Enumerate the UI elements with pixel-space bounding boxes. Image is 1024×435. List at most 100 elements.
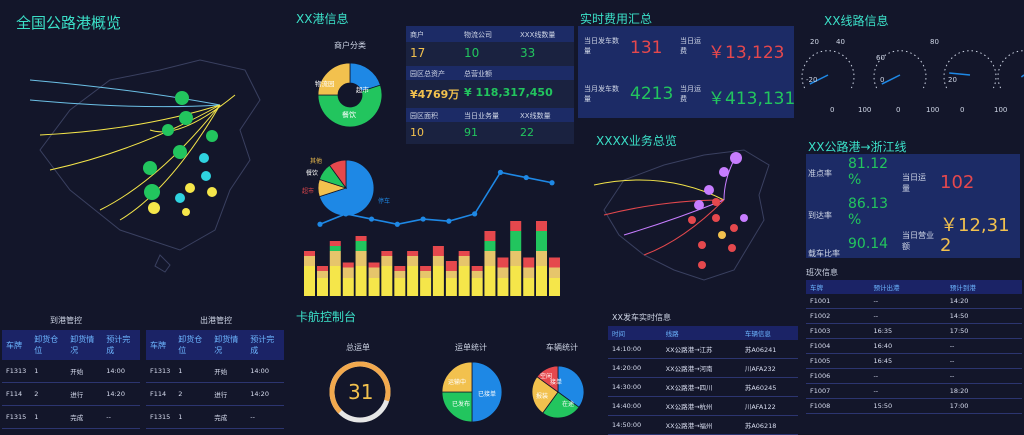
table-row[interactable]: 14:10:00 XX公路港→江苏 苏A06241 (608, 340, 798, 359)
arrive-cell: F1315 (6, 413, 27, 421)
table-row[interactable]: F1008 15:50 17:00 (806, 399, 1022, 414)
depart-cell: 1 (178, 367, 183, 375)
realtime-cell: 川AFA232 (744, 365, 776, 373)
waybill-label-accepted: 已接单 (478, 390, 496, 398)
schedule-col-1: 预计出港 (873, 284, 900, 292)
table-row[interactable]: F114 2 进行 14:20 (2, 383, 140, 406)
stat-label-xx-lines: XX线数量 (520, 112, 551, 120)
arrive-cell: F1313 (6, 367, 27, 375)
vehicle-label-route: 在途 (562, 400, 574, 408)
merchant-label-canyin: 餐饮 (342, 111, 356, 119)
table-row[interactable]: F114 2 进行 14:20 (146, 383, 284, 406)
biz-label-other: 其他 (310, 158, 323, 165)
realtime-table: 时间 线路 车辆信息 14:10:00 XX公路港→江苏 苏A06241 14:20:00 X… (608, 326, 798, 435)
stack-bar-b-7-1 (497, 267, 509, 278)
waybill-label-transit: 运输中 (448, 378, 466, 386)
table-row[interactable]: F1006 -- -- (806, 369, 1022, 384)
stack-bar-b-3-0 (394, 278, 406, 296)
depart-header: 车牌 卸货仓位 卸货情况 预计完成 (146, 330, 284, 360)
stat-value-revenue: ¥ 118,317,450 (464, 86, 553, 99)
waybill-stat-title: 运单统计 (455, 343, 487, 352)
depart-cell: 开始 (214, 368, 228, 376)
depart-control-title: 出港管控 (200, 316, 232, 325)
stack-bar-7-3 (484, 231, 496, 241)
stack-bar-8-2 (510, 231, 522, 251)
china-map-right (593, 149, 770, 281)
table-row[interactable]: F1001 -- 14:20 (806, 294, 1022, 309)
route-stats-panel: 准点率 81.12 % 到达率 86.13 % 载车比率 90.14 当日运量 … (806, 154, 1020, 258)
depart-table: 车牌 卸货仓位 卸货情况 预计完成 F1313 1 开始 14:00 F114 2 进行 14:20 F… (146, 330, 284, 430)
table-row[interactable]: F1313 1 开始 14:00 (146, 360, 284, 383)
stat-value-area: 10 (410, 126, 424, 139)
line-point-6 (472, 211, 478, 217)
stack-bar-b-3-2 (394, 266, 406, 271)
stack-bar-b-5-2 (445, 261, 457, 271)
line-point-8 (523, 174, 529, 181)
gauge-tick-80: 80 (930, 38, 939, 46)
table-row[interactable]: F1007 -- 18:20 (806, 384, 1022, 399)
stack-bar-b-1-2 (342, 262, 354, 268)
realtime-col-2: 车辆信息 (744, 330, 771, 338)
page-title: 全国公路港概览 (16, 14, 122, 32)
gauge-tick-0c: 0 (896, 106, 900, 114)
table-row[interactable]: F1005 16:45 -- (806, 354, 1022, 369)
table-row[interactable]: F1313 1 开始 14:00 (2, 360, 140, 383)
schedule-cell: F1007 (810, 387, 831, 395)
stack-bar-8-1 (510, 251, 522, 266)
biz-pie-slice-3 (328, 159, 347, 190)
vehicle-pie-slice-1 (542, 391, 580, 419)
table-row[interactable]: F1003 16:35 17:50 (806, 324, 1022, 339)
merchant-pie-slice-2 (317, 62, 351, 96)
table-row[interactable]: F1315 1 完成 -- (2, 406, 140, 429)
biz-label-chaoshi: 超市 (302, 188, 315, 195)
schedule-table: 车牌 预计出港 预计到港 F1001 -- 14:20 F1002 -- 14:50 F1003 1… (806, 280, 1022, 433)
stack-bar-b-0-2 (317, 266, 328, 271)
stack-bar-0-3 (304, 251, 315, 256)
stack-bar-b-4-0 (420, 278, 432, 296)
arrive-cell: F114 (6, 390, 23, 398)
schedule-cell: 16:45 (873, 357, 893, 365)
stack-bar-9-1 (536, 251, 547, 266)
punctual-value: 81.12 % (848, 156, 889, 188)
schedule-cell: F1004 (810, 342, 831, 350)
table-row[interactable]: 14:50:00 XX公路港→福州 苏A06218 (608, 416, 798, 435)
gauge-needle-2 (949, 72, 971, 76)
day-volume-label: 当日运量 (902, 173, 926, 193)
stack-bar-8-3 (510, 221, 522, 231)
stack-bar-7-0 (484, 266, 496, 296)
table-row[interactable]: 14:20:00 XX公路港→河南 川AFA232 (608, 359, 798, 378)
merchant-label-wuliu: 物流园 (315, 80, 335, 88)
line-point-7 (497, 169, 504, 175)
schedule-col-0: 车牌 (810, 284, 823, 292)
vehicle-pie-slice-0 (557, 365, 585, 408)
schedule-cell: 16:35 (873, 327, 893, 335)
table-row[interactable]: F1002 -- 14:50 (806, 309, 1022, 324)
stack-bar-8-0 (510, 266, 522, 296)
gauge-tick-20: 20 (810, 38, 819, 46)
table-row[interactable]: F1315 1 完成 -- (146, 406, 284, 429)
waybill-pie-slice-0 (471, 361, 503, 423)
table-row[interactable]: 14:30:00 XX公路港→四川 苏A60245 (608, 378, 798, 397)
schedule-cell: F1003 (810, 327, 831, 335)
truck-control-title: 卡航控制台 (296, 310, 357, 324)
vehicle-label-install: 报装 (536, 392, 548, 400)
arrive-table: 车牌 卸货仓位 卸货情况 预计完成 F1313 1 开始 14:00 F114 2 进行 14:20 F… (2, 330, 140, 430)
table-row[interactable]: 14:40:00 XX公路港→杭州 川AFA122 (608, 397, 798, 416)
realtime-cell: 14:20:00 (612, 364, 642, 372)
table-row[interactable]: F1004 16:40 -- (806, 339, 1022, 354)
stack-bar-b-2-2 (368, 262, 380, 268)
total-waybill-title: 总运单 (346, 343, 370, 352)
stack-bar-3-0 (381, 266, 393, 296)
stat-label-xxx-lines: XXX线数量 (520, 31, 556, 39)
vehicle-label-idle: 空闲 (540, 372, 552, 380)
gauge-tick-100b: 100 (926, 106, 939, 114)
line-point-9 (549, 180, 555, 186)
stack-bar-1-2 (329, 246, 341, 251)
merchant-pie-title: 商户分类 (334, 41, 366, 50)
loading-rate-label: 载车比率 (808, 249, 840, 258)
realtime-cell: XX公路港→福州 (665, 422, 713, 430)
stack-bar-b-4-2 (420, 266, 432, 271)
stat-value-merchant: 17 (410, 46, 426, 60)
realtime-cell: 苏A60245 (744, 384, 777, 392)
merchant-label-chaoshi: 超市 (356, 86, 369, 94)
